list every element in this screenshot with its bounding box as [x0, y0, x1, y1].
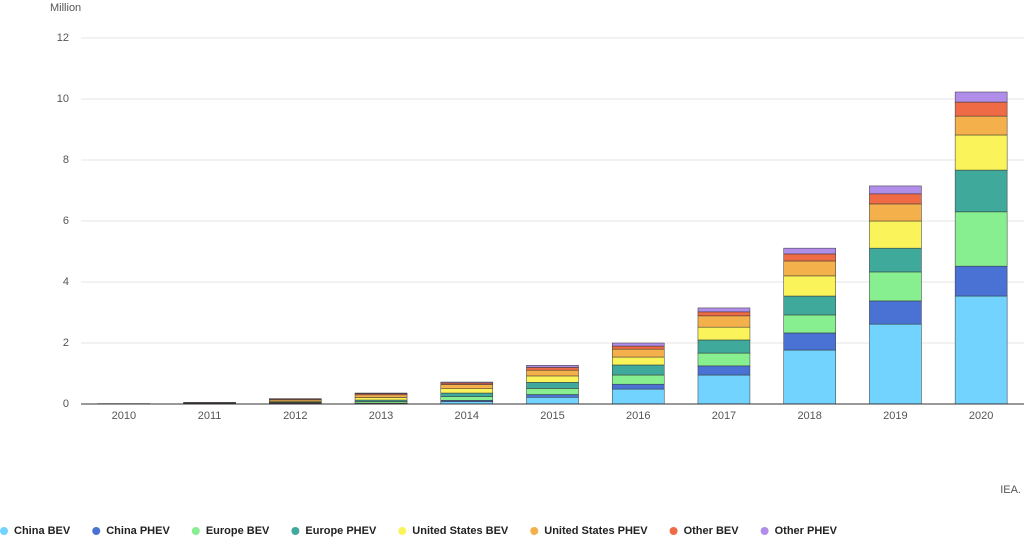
bar-segment	[697, 326, 751, 341]
bar-segment	[783, 295, 836, 316]
source: IEA.	[1000, 484, 1021, 496]
bar-segment	[440, 396, 494, 401]
bar-segment	[611, 364, 665, 376]
y-tick-label: 8	[63, 154, 69, 166]
bar-segment	[526, 375, 579, 383]
bar-segment	[611, 383, 665, 390]
bar-segment	[954, 169, 1008, 213]
bar-segment	[354, 397, 408, 401]
legend-marker	[191, 527, 200, 535]
y-tick-label: 0	[63, 398, 69, 410]
bar-segment	[611, 342, 665, 347]
bar-segment	[611, 348, 665, 358]
y-tick-label: 4	[63, 276, 69, 288]
legend-label: China BEV	[14, 525, 71, 537]
bar-segment	[440, 384, 494, 390]
y-tick-label: 12	[57, 32, 69, 44]
bar-segment	[869, 193, 922, 205]
legend-label: United States BEV	[412, 525, 509, 537]
y-axis-label: Million	[50, 2, 81, 14]
bar-segment	[869, 323, 922, 405]
bar-segment	[611, 374, 665, 385]
x-tick-label: 2015	[540, 410, 564, 422]
bar-segment	[954, 101, 1008, 117]
bar-segment	[869, 185, 922, 195]
bar-segment	[783, 332, 836, 351]
x-tick-label: 2013	[369, 410, 393, 422]
bar-segment	[869, 300, 922, 325]
legend: China BEV China PHEV Europe BEV Europe PHEV…	[0, 525, 838, 537]
y-tick-label: 10	[57, 93, 69, 105]
bar-segment	[526, 365, 579, 368]
bar-segment	[354, 394, 408, 398]
y-tick-label: 6	[63, 215, 69, 227]
bar-segment	[440, 388, 494, 394]
x-tick-label: 2011	[198, 410, 222, 422]
bar-segment	[697, 315, 751, 328]
legend-marker	[398, 527, 407, 535]
bar-segment	[526, 382, 579, 389]
bar-segment	[869, 220, 922, 249]
legend-label: United States PHEV	[544, 525, 648, 537]
x-tick-label: 2017	[712, 410, 736, 422]
x-tick-label: 2014	[455, 410, 479, 422]
bar-segment	[783, 247, 836, 255]
legend-marker	[291, 527, 300, 535]
legend-label: Europe BEV	[206, 525, 270, 537]
bar-segment	[526, 369, 579, 377]
x-tick-label: 2019	[883, 410, 907, 422]
bar-segment	[954, 265, 1008, 297]
bar-segment	[526, 388, 579, 395]
bar-segment	[783, 314, 836, 334]
legend-marker	[0, 527, 8, 535]
legend-label: Europe PHEV	[305, 525, 377, 537]
bar-segment	[611, 345, 665, 350]
bar-segment	[869, 203, 922, 222]
bar-segment	[697, 365, 751, 376]
legend-label: China PHEV	[106, 525, 170, 537]
bar-segment	[783, 253, 836, 262]
bar-segment	[869, 271, 922, 302]
legend-label: Other BEV	[684, 525, 740, 537]
bar-segment	[783, 275, 836, 297]
legend-marker	[760, 527, 769, 535]
bar-segment	[783, 349, 836, 405]
x-tick-label: 2018	[797, 410, 821, 422]
bar-segment	[526, 394, 579, 398]
bar-segment	[954, 211, 1008, 267]
bar-segment	[697, 311, 751, 317]
bar-segment	[954, 134, 1008, 171]
legend-marker	[92, 527, 101, 535]
x-tick-label: 2020	[969, 410, 993, 422]
bar-segment	[954, 115, 1008, 136]
y-tick-label: 2	[63, 337, 69, 349]
bar-segment	[526, 397, 579, 405]
x-tick-label: 2012	[283, 410, 307, 422]
legend-label: Other PHEV	[775, 525, 838, 537]
x-tick-label: 2016	[626, 410, 650, 422]
bar-segment	[697, 352, 751, 367]
legend-marker	[669, 527, 678, 535]
bar-segment	[783, 260, 836, 277]
legend-marker	[530, 527, 539, 535]
bar-segment	[869, 247, 922, 273]
bar-segment	[697, 339, 751, 354]
bar-segment	[697, 307, 751, 313]
bar-segment	[611, 356, 665, 366]
bar-segment	[354, 392, 408, 394]
bar-segment	[526, 367, 579, 371]
bar-segment	[440, 381, 494, 384]
bar-segment	[954, 295, 1008, 405]
x-tick-label: 2010	[112, 410, 136, 422]
bar-segment	[440, 392, 494, 397]
bar-segment	[697, 374, 751, 405]
bar-segment	[611, 388, 665, 405]
bar-segment	[954, 91, 1008, 103]
